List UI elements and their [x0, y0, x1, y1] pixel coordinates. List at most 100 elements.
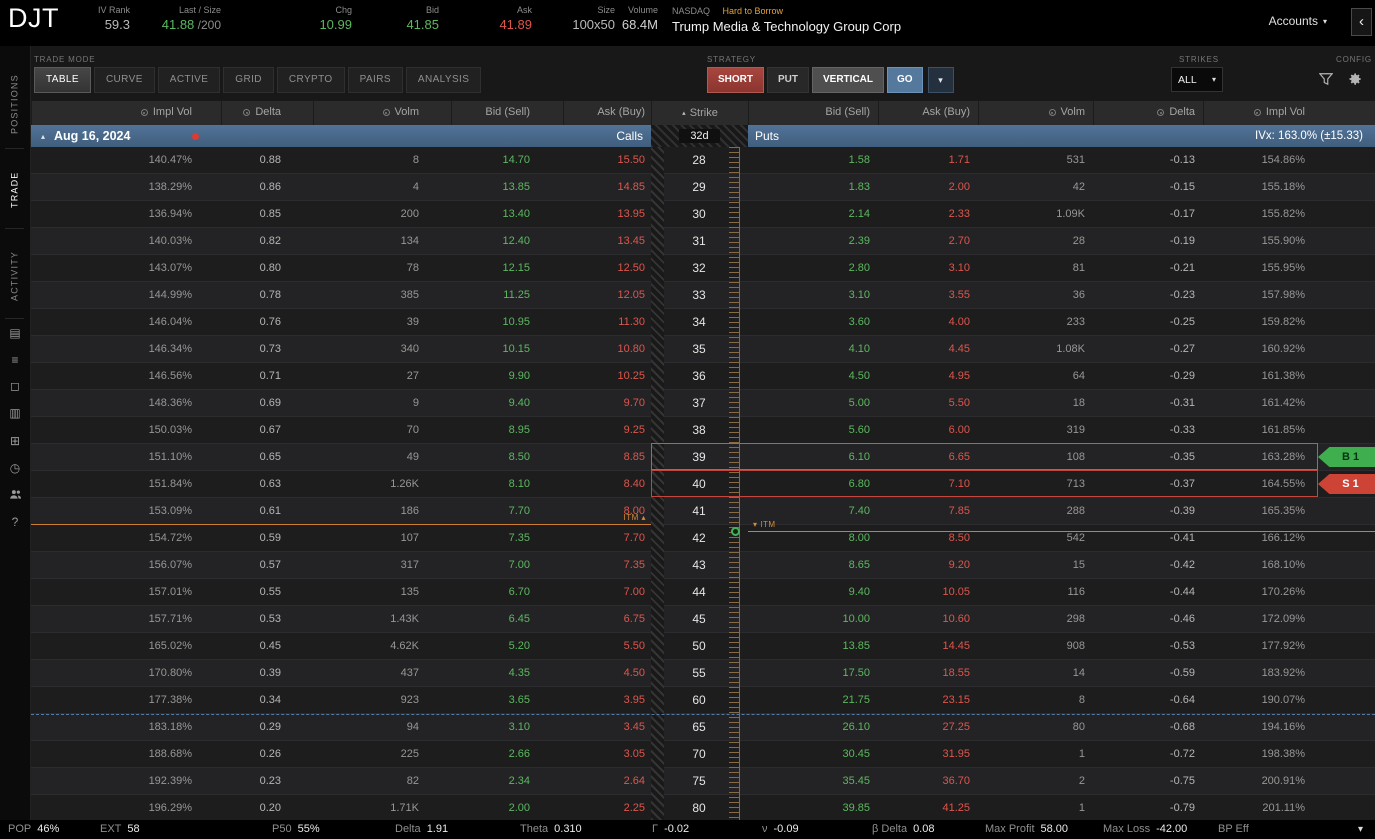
- option-row[interactable]: 192.39% 0.23 82 2.34 2.64 75 35.45 36.70…: [31, 768, 1375, 795]
- option-row[interactable]: 151.84% 0.63 1.26K 8.10 8.40 40 6.80 7.1…: [31, 470, 1375, 498]
- call-bid[interactable]: 8.50: [508, 451, 530, 463]
- strategy-dropdown-button[interactable]: ▾: [927, 67, 954, 93]
- option-row[interactable]: 143.07% 0.80 78 12.15 12.50 32 2.80 3.10…: [31, 255, 1375, 282]
- option-row[interactable]: 170.80% 0.39 437 4.35 4.50 55 17.50 18.5…: [31, 660, 1375, 687]
- put-bid[interactable]: 26.10: [842, 721, 870, 733]
- put-bid[interactable]: 5.00: [848, 397, 870, 409]
- expiration-row[interactable]: ▴ Aug 16, 2024 Calls 32d Puts IVx: 163.0…: [31, 125, 1375, 147]
- put-ask[interactable]: 4.00: [948, 316, 970, 328]
- option-row[interactable]: 188.68% 0.26 225 2.66 3.05 70 30.45 31.9…: [31, 741, 1375, 768]
- put-bid[interactable]: 30.45: [842, 748, 870, 760]
- column-header[interactable]: Ask (Buy): [878, 101, 978, 125]
- put-ask[interactable]: 41.25: [942, 802, 970, 814]
- put-ask[interactable]: 7.10: [948, 478, 970, 490]
- put-bid[interactable]: 10.00: [842, 613, 870, 625]
- put-ask[interactable]: 4.95: [948, 370, 970, 382]
- option-row[interactable]: 196.29% 0.20 1.71K 2.00 2.25 80 39.85 41…: [31, 795, 1375, 820]
- call-bid[interactable]: 7.35: [508, 532, 530, 544]
- put-ask[interactable]: 2.33: [948, 208, 970, 220]
- call-ask[interactable]: 6.75: [623, 613, 645, 625]
- put-bid[interactable]: 21.75: [842, 694, 870, 706]
- go-button[interactable]: GO: [887, 67, 923, 93]
- put-ask[interactable]: 2.00: [948, 181, 970, 193]
- call-bid[interactable]: 11.25: [503, 289, 530, 301]
- strategy-button[interactable]: PUT: [767, 67, 809, 93]
- call-ask[interactable]: 8.85: [623, 451, 645, 463]
- call-bid[interactable]: 12.15: [502, 262, 530, 274]
- call-bid[interactable]: 2.34: [508, 775, 530, 787]
- trade-mode-tab[interactable]: TABLE: [34, 67, 91, 93]
- option-row[interactable]: 148.36% 0.69 9 9.40 9.70 37 5.00 5.50 18…: [31, 390, 1375, 417]
- option-row[interactable]: 177.38% 0.34 923 3.65 3.95 60 21.75 23.1…: [31, 687, 1375, 714]
- trade-mode-tab[interactable]: PAIRS: [347, 67, 403, 93]
- trade-mode-tab[interactable]: ACTIVE: [157, 67, 221, 93]
- chart-icon[interactable]: ▥: [9, 406, 21, 420]
- put-bid[interactable]: 2.80: [848, 262, 870, 274]
- call-ask[interactable]: 12.05: [617, 289, 645, 301]
- call-ask[interactable]: 7.35: [623, 559, 645, 571]
- call-ask[interactable]: 12.50: [617, 262, 645, 274]
- option-row[interactable]: 140.03% 0.82 134 12.40 13.45 31 2.39 2.7…: [31, 228, 1375, 255]
- call-ask[interactable]: 8.40: [623, 478, 645, 490]
- trade-mode-tab[interactable]: ANALYSIS: [405, 67, 482, 93]
- column-header[interactable]: Impl Vol: [1203, 101, 1375, 125]
- filter-icon[interactable]: [1318, 72, 1334, 91]
- call-bid[interactable]: 6.45: [508, 613, 530, 625]
- option-row[interactable]: 153.09% 0.61 186 7.70 8.00 41 7.40 7.85 …: [31, 498, 1375, 525]
- put-bid[interactable]: 7.40: [848, 505, 870, 517]
- put-ask[interactable]: 4.45: [948, 343, 970, 355]
- call-bid[interactable]: 7.00: [508, 559, 530, 571]
- put-ask[interactable]: 31.95: [942, 748, 970, 760]
- call-ask[interactable]: 2.64: [623, 775, 645, 787]
- trade-mode-tab[interactable]: CRYPTO: [276, 67, 345, 93]
- call-bid[interactable]: 14.70: [502, 154, 530, 166]
- call-ask[interactable]: 5.50: [623, 640, 645, 652]
- call-bid[interactable]: 9.90: [508, 370, 530, 382]
- put-ask[interactable]: 3.55: [948, 289, 970, 301]
- put-bid[interactable]: 13.85: [842, 640, 870, 652]
- strike-column-header[interactable]: ▴ Strike: [651, 101, 748, 125]
- put-bid[interactable]: 2.39: [848, 235, 870, 247]
- option-row[interactable]: 150.03% 0.67 70 8.95 9.25 38 5.60 6.00 3…: [31, 417, 1375, 444]
- put-ask[interactable]: 9.20: [948, 559, 970, 571]
- call-bid[interactable]: 10.95: [502, 316, 530, 328]
- put-bid[interactable]: 6.10: [848, 451, 870, 463]
- option-row[interactable]: 156.07% 0.57 317 7.00 7.35 43 8.65 9.20 …: [31, 552, 1375, 579]
- expand-summary-icon[interactable]: ▾: [1357, 824, 1363, 835]
- put-bid[interactable]: 8.65: [848, 559, 870, 571]
- collapse-expiration-icon[interactable]: ▴: [41, 131, 46, 141]
- option-row[interactable]: 136.94% 0.85 200 13.40 13.95 30 2.14 2.3…: [31, 201, 1375, 228]
- column-header[interactable]: Ask (Buy): [563, 101, 651, 125]
- call-bid[interactable]: 6.70: [508, 586, 530, 598]
- put-bid[interactable]: 8.00: [848, 532, 870, 544]
- call-ask[interactable]: 15.50: [617, 154, 645, 166]
- put-bid[interactable]: 6.80: [848, 478, 870, 490]
- option-row[interactable]: 146.56% 0.71 27 9.90 10.25 36 4.50 4.95 …: [31, 363, 1375, 390]
- put-ask[interactable]: 8.50: [948, 532, 970, 544]
- rail-section-tab[interactable]: POSITIONS: [9, 74, 20, 134]
- call-bid[interactable]: 2.00: [508, 802, 530, 814]
- put-bid[interactable]: 5.60: [848, 424, 870, 436]
- call-ask[interactable]: 13.45: [617, 235, 645, 247]
- column-header[interactable]: Delta: [1093, 101, 1203, 125]
- feed-icon[interactable]: ▤: [9, 326, 21, 340]
- put-ask[interactable]: 10.05: [942, 586, 970, 598]
- put-bid[interactable]: 3.10: [848, 289, 870, 301]
- call-bid[interactable]: 13.85: [502, 181, 530, 193]
- option-row[interactable]: 146.34% 0.73 340 10.15 10.80 35 4.10 4.4…: [31, 336, 1375, 363]
- strategy-button[interactable]: VERTICAL: [812, 67, 884, 93]
- widgets-icon[interactable]: ⊞: [9, 434, 21, 448]
- order-badge[interactable]: B 1: [1318, 447, 1375, 467]
- call-bid[interactable]: 3.65: [508, 694, 530, 706]
- option-row[interactable]: 154.72% 0.59 107 7.35 7.70 42 8.00 8.50 …: [31, 525, 1375, 552]
- call-ask[interactable]: 3.45: [623, 721, 645, 733]
- call-ask[interactable]: 11.30: [618, 316, 645, 328]
- option-row[interactable]: 157.01% 0.55 135 6.70 7.00 44 9.40 10.05…: [31, 579, 1375, 606]
- strikes-dropdown[interactable]: ALL ▾: [1171, 67, 1223, 92]
- call-ask[interactable]: 3.05: [623, 748, 645, 760]
- call-ask[interactable]: 10.25: [617, 370, 645, 382]
- call-bid[interactable]: 7.70: [508, 505, 530, 517]
- call-bid[interactable]: 9.40: [508, 397, 530, 409]
- option-row[interactable]: 146.04% 0.76 39 10.95 11.30 34 3.60 4.00…: [31, 309, 1375, 336]
- strategy-button[interactable]: SHORT: [707, 67, 764, 93]
